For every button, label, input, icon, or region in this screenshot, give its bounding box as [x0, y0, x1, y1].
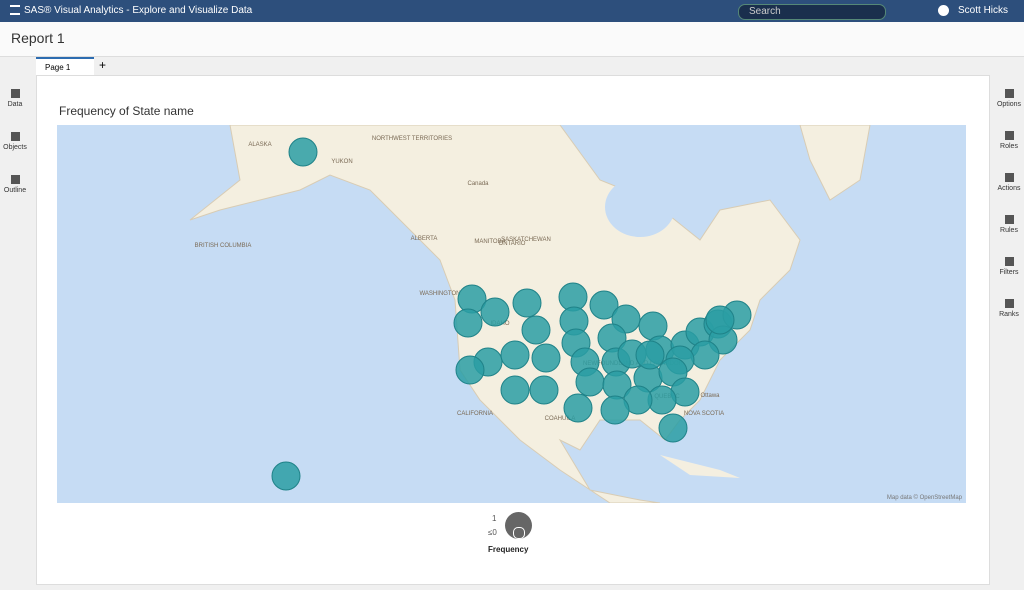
panel-button[interactable]: Data [0, 89, 30, 108]
state-bubble[interactable] [531, 343, 561, 373]
page-tab[interactable]: Page 1 [36, 57, 94, 76]
panel-label: Options [996, 101, 1022, 108]
panel-label: Actions [997, 185, 1021, 192]
panel-icon [1004, 89, 1014, 98]
panel-button[interactable]: Actions [994, 173, 1024, 192]
panel-icon [10, 132, 20, 141]
panel-button[interactable]: Roles [994, 131, 1024, 150]
map-label: BRITISH COLUMBIA [195, 243, 252, 249]
map-label: ALBERTA [411, 236, 438, 242]
help-icon[interactable] [938, 5, 949, 16]
search-placeholder: Search [749, 6, 781, 17]
report-title: Report 1 [11, 30, 65, 46]
state-bubble[interactable] [635, 340, 665, 370]
map-label: COAHUILA [545, 416, 576, 422]
map-label: NOVA SCOTIA [684, 411, 724, 417]
panel-icon [1004, 257, 1014, 266]
search-box[interactable]: Search [738, 4, 886, 20]
map-label: NORTHWEST TERRITORIES [372, 136, 452, 142]
panel-button[interactable]: Objects [0, 132, 30, 151]
report-header: Report 1 [0, 22, 1024, 57]
panel-label: Filters [999, 269, 1019, 276]
map-label: WASHINGTON [419, 291, 460, 297]
map-label: Ottawa [700, 393, 720, 399]
panel-button[interactable]: Options [994, 89, 1024, 108]
map-label: ALASKA [248, 142, 271, 148]
map-label: MANITOBA [474, 239, 505, 245]
panel-icon [10, 175, 20, 184]
legend-max: 1 [492, 514, 497, 523]
panel-label: Ranks [999, 311, 1019, 318]
hudson-bay [605, 177, 675, 237]
panel-button[interactable]: Ranks [994, 299, 1024, 318]
panel-button[interactable]: Filters [994, 257, 1024, 276]
state-bubble[interactable] [512, 288, 542, 318]
top-bar: SAS® Visual Analytics - Explore and Visu… [0, 0, 1024, 22]
panel-label: Outline [3, 187, 27, 194]
state-bubble[interactable] [589, 290, 619, 320]
panel-label: Data [7, 101, 23, 108]
state-bubble[interactable] [563, 393, 593, 423]
map-title: Frequency of State name [59, 104, 194, 118]
legend-min: ≤0 [488, 528, 497, 537]
state-bubble[interactable] [529, 375, 559, 405]
map-label: ONTARIO [499, 241, 526, 247]
tab-label: Page 1 [45, 63, 71, 72]
panel-icon [1004, 215, 1014, 224]
legend-bubble-small [513, 527, 525, 539]
state-bubble[interactable] [453, 308, 483, 338]
state-bubble[interactable] [658, 413, 688, 443]
app-title: SAS® Visual Analytics - Explore and Visu… [24, 5, 253, 16]
state-bubble[interactable] [705, 305, 735, 335]
panel-label: Rules [1000, 227, 1018, 234]
attribution: Map data © OpenStreetMap [887, 494, 963, 501]
panel-icon [10, 89, 20, 98]
map-label: CALIFORNIA [457, 411, 493, 417]
panel-label: Objects [3, 144, 27, 151]
panel-icon [1004, 131, 1014, 140]
menu-icon[interactable] [10, 5, 20, 15]
panel-icon [1004, 173, 1014, 182]
state-bubble[interactable] [500, 375, 530, 405]
state-bubble[interactable] [455, 355, 485, 385]
state-bubble[interactable] [271, 461, 301, 491]
panel-label: Roles [1000, 143, 1018, 150]
user-name[interactable]: Scott Hicks [958, 5, 1009, 16]
panel-button[interactable]: Rules [994, 215, 1024, 234]
state-bubble[interactable] [500, 340, 530, 370]
state-bubble[interactable] [575, 367, 605, 397]
map: ALASKA YUKON NORTHWEST TERRITORIES Canada BR… [57, 125, 966, 503]
cuba [660, 455, 740, 478]
map-label: YUKON [331, 159, 352, 165]
map-label: Canada [467, 181, 489, 187]
state-bubble[interactable] [288, 137, 318, 167]
map-label: SASKATCHEWAN [501, 237, 551, 243]
state-bubble[interactable] [690, 340, 720, 370]
state-bubble[interactable] [521, 315, 551, 345]
greenland [799, 125, 871, 201]
state-bubble[interactable] [600, 395, 630, 425]
panel-button[interactable]: Outline [0, 175, 30, 194]
add-tab[interactable]: + [99, 58, 107, 72]
state-bubble[interactable] [480, 297, 510, 327]
legend-title: Frequency [488, 545, 529, 554]
panel-icon [1004, 299, 1014, 308]
